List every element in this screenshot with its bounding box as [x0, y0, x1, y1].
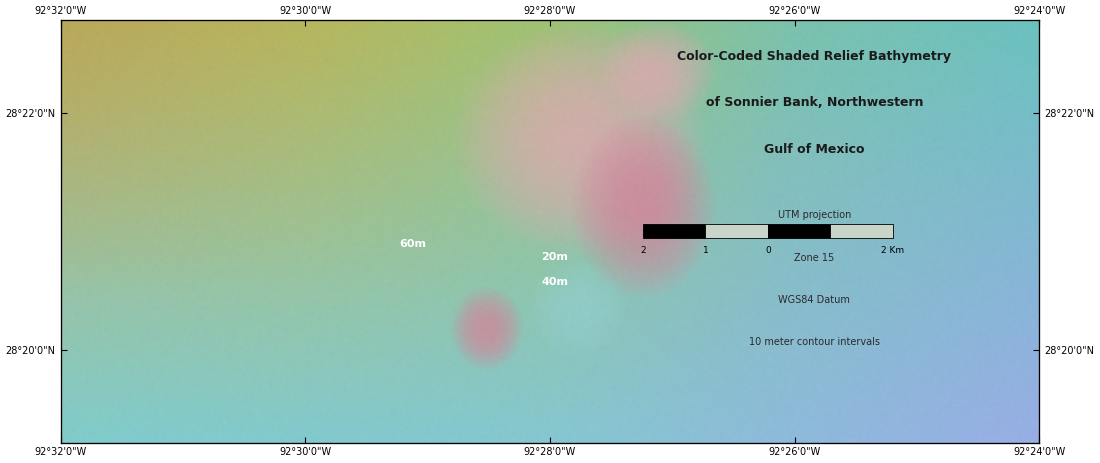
Text: 1: 1 — [703, 246, 708, 255]
Text: Gulf of Mexico: Gulf of Mexico — [764, 143, 865, 156]
Bar — [768, 224, 830, 238]
Text: 2: 2 — [640, 246, 646, 255]
Text: 60m: 60m — [399, 239, 427, 249]
Text: Color-Coded Shaded Relief Bathymetry: Color-Coded Shaded Relief Bathymetry — [678, 50, 952, 63]
Text: 40m: 40m — [541, 277, 569, 287]
Text: 0: 0 — [764, 246, 771, 255]
Text: 10 meter contour intervals: 10 meter contour intervals — [749, 337, 880, 347]
Bar — [644, 224, 705, 238]
Text: of Sonnier Bank, Northwestern: of Sonnier Bank, Northwestern — [705, 96, 923, 109]
Text: UTM projection: UTM projection — [778, 210, 851, 220]
Bar — [705, 224, 768, 238]
Text: 2 Km: 2 Km — [881, 246, 904, 255]
Text: WGS84 Datum: WGS84 Datum — [779, 295, 850, 305]
Text: 20m: 20m — [541, 252, 569, 262]
Text: Zone 15: Zone 15 — [794, 253, 835, 263]
Bar — [830, 224, 892, 238]
